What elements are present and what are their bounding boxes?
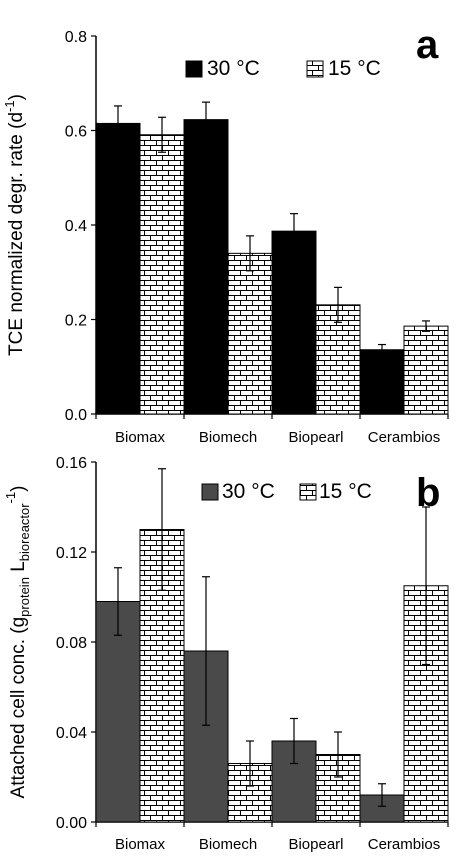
error-bar (334, 286, 342, 323)
panel-a: 0.0 0.2 0.4 0.6 0.8 Biomax Biomech Biopearl Cera… (2, 23, 449, 446)
error-bar (202, 101, 210, 138)
y-tick-label: 0.2 (65, 313, 87, 330)
legend-label: 30 °C (207, 57, 260, 80)
y-axis-label: TCE normalized degr. rate (d-1) (2, 94, 27, 356)
error-bar (246, 235, 254, 272)
error-bar (246, 740, 254, 787)
bar-s1-biopearl (271, 230, 317, 415)
y-tick-label: 0.8 (65, 29, 87, 46)
legend-label: 15 °C (328, 57, 381, 80)
category-label: Cerambios (368, 429, 441, 446)
error-bar (158, 468, 166, 591)
y-tick-label: 0.4 (65, 218, 87, 235)
category-label: Biomax (115, 429, 166, 446)
legend-swatch (306, 60, 324, 78)
category-label: Biomax (115, 836, 166, 853)
category-label: Biopearl (288, 429, 343, 446)
error-bar (290, 717, 298, 765)
bar-s2-biomax (139, 134, 185, 415)
error-bar (114, 105, 122, 142)
error-bar (378, 343, 386, 356)
category-label: Cerambios (368, 836, 441, 853)
y-tick-label: 0.16 (56, 455, 87, 472)
y-tick-label: 0.6 (65, 124, 87, 141)
legend-swatch (201, 483, 219, 501)
error-bar (422, 506, 430, 666)
category-label: Biomech (199, 836, 257, 853)
bar-s1-cerambios (359, 349, 405, 415)
y-tick-label: 0.12 (56, 545, 87, 562)
bar-s1-biomax (95, 122, 141, 415)
error-bar (422, 320, 430, 332)
legend-label: 30 °C (222, 480, 275, 503)
panel-letter: b (416, 471, 440, 515)
panel-letter: a (416, 23, 439, 67)
error-bar (378, 783, 386, 807)
category-label: Biopearl (288, 836, 343, 853)
y-tick-label: 0.0 (65, 407, 87, 424)
error-bar (334, 731, 342, 778)
error-bar (290, 213, 298, 250)
category-label: Biomech (199, 429, 257, 446)
legend-swatch (185, 60, 203, 78)
panel-b: 0.00 0.04 0.08 0.12 0.16 Biomax Biomech Biopear… (3, 455, 449, 853)
bar-s2-cerambios (403, 325, 449, 415)
y-tick-label: 0.08 (56, 635, 87, 652)
error-bar (202, 576, 210, 726)
legend-label: 15 °C (319, 480, 372, 503)
bar-s2-biomech (227, 252, 273, 415)
error-bar (114, 567, 122, 636)
bar-s1-biomech (183, 119, 229, 415)
y-tick-label: 0.00 (56, 815, 87, 832)
legend-swatch (299, 483, 317, 501)
error-bar (158, 116, 166, 153)
y-tick-label: 0.04 (56, 725, 87, 742)
y-axis-label: Attached cell conc. (gprotein Lbioreacto… (3, 486, 32, 799)
